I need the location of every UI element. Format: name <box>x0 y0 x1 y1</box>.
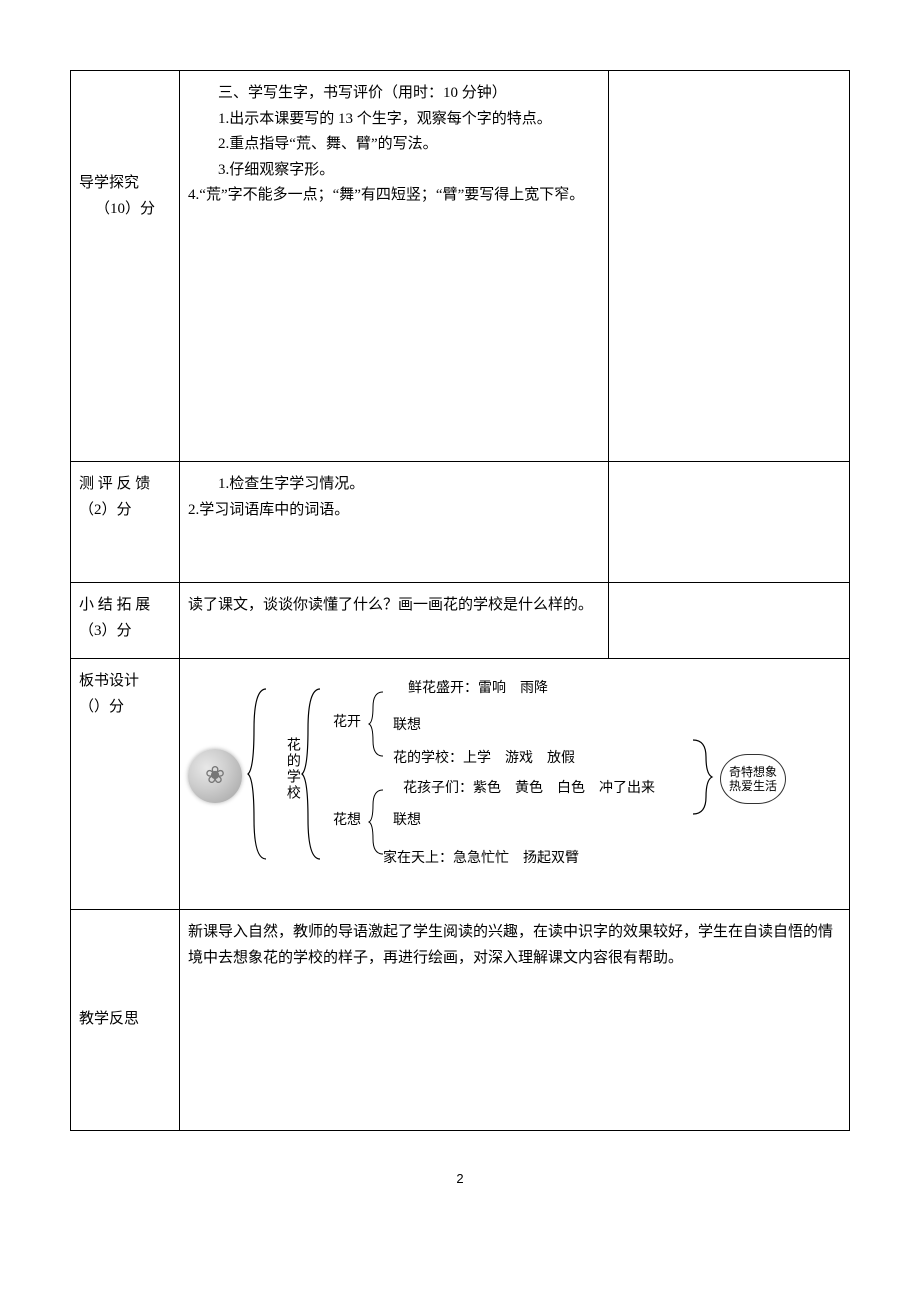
page-number: 2 <box>70 1171 850 1186</box>
diag-line2: 花的学校：上学 游戏 放假 <box>393 747 575 771</box>
cell-xiaojie-label: 小 结 拓 展 （3）分 <box>71 583 180 659</box>
ceping-p1: 1.检查生字学习情况。 <box>188 472 599 498</box>
cell-daoxue-content: 三、学写生字，书写评价（用时：10 分钟） 1.出示本课要写的 13 个生字，观… <box>180 71 608 462</box>
brace-small-1 <box>368 689 388 759</box>
time-daoxue: （10）分 <box>79 197 171 223</box>
diag-branch2-sub: 联想 <box>393 809 421 833</box>
cell-banshu-content: ❀ 花的学校 鲜花盛开：雷响 雨降 花开 联想 <box>180 659 850 910</box>
lesson-plan-table: 导学探究 （10）分 三、学写生字，书写评价（用时：10 分钟） 1.出示本课要… <box>70 70 850 1131</box>
cell-xiaojie-content: 读了课文，谈谈你读懂了什么？画一画花的学校是什么样的。 <box>180 583 608 659</box>
daoxue-p4: 4.“荒”字不能多一点；“舞”有四短竖；“臂”要写得上宽下窄。 <box>188 183 599 209</box>
xiaojie-content: 读了课文，谈谈你读懂了什么？画一画花的学校是什么样的。 <box>188 593 599 619</box>
fansi-content: 新课导入自然，教师的导语激起了学生阅读的兴趣，在读中识字的效果较好，学生在自读自… <box>188 920 841 971</box>
brace-main <box>246 684 276 864</box>
flower-glyph: ❀ <box>205 756 225 797</box>
diag-bottom: 家在天上：急急忙忙 扬起双臂 <box>383 847 579 871</box>
daoxue-p2: 2.重点指导“荒、舞、臂”的写法。 <box>188 132 599 158</box>
time-banshu: （）分 <box>79 695 171 721</box>
diagram-bubble: 奇特想象 热爱生活 <box>720 754 786 804</box>
brace-2 <box>300 684 328 864</box>
daoxue-p1: 1.出示本课要写的 13 个生字，观察每个字的特点。 <box>188 107 599 133</box>
row-daoxue: 导学探究 （10）分 三、学写生字，书写评价（用时：10 分钟） 1.出示本课要… <box>71 71 850 462</box>
banshu-diagram: ❀ 花的学校 鲜花盛开：雷响 雨降 花开 联想 <box>188 669 841 879</box>
label-banshu: 板书设计 <box>79 669 171 695</box>
cell-ceping-right <box>608 462 850 583</box>
label-fansi: 教学反思 <box>79 1007 171 1033</box>
cell-xiaojie-right <box>608 583 850 659</box>
cell-fansi-label: 教学反思 <box>71 910 180 1131</box>
row-fansi: 教学反思 新课导入自然，教师的导语激起了学生阅读的兴趣，在读中识字的效果较好，学… <box>71 910 850 1131</box>
diag-branch2: 花想 <box>333 809 361 833</box>
cell-ceping-content: 1.检查生字学习情况。 2.学习词语库中的词语。 <box>180 462 608 583</box>
cell-daoxue-label: 导学探究 （10）分 <box>71 71 180 462</box>
label-daoxue: 导学探究 <box>79 171 171 197</box>
cell-fansi-content: 新课导入自然，教师的导语激起了学生阅读的兴趣，在读中识字的效果较好，学生在自读自… <box>180 910 850 1131</box>
cell-daoxue-right <box>608 71 850 462</box>
bubble-l1: 奇特想象 <box>729 765 777 779</box>
time-ceping: （2）分 <box>79 498 171 524</box>
diag-line3: 花孩子们：紫色 黄色 白色 冲了出来 <box>403 777 655 801</box>
brace-right <box>688 737 716 817</box>
diag-branch1: 花开 <box>333 711 361 735</box>
bubble-l2: 热爱生活 <box>729 779 777 793</box>
cell-ceping-label: 测 评 反 馈 （2）分 <box>71 462 180 583</box>
label-ceping: 测 评 反 馈 <box>79 472 171 498</box>
row-ceping: 测 评 反 馈 （2）分 1.检查生字学习情况。 2.学习词语库中的词语。 <box>71 462 850 583</box>
ceping-p2: 2.学习词语库中的词语。 <box>188 498 599 524</box>
row-xiaojie: 小 结 拓 展 （3）分 读了课文，谈谈你读懂了什么？画一画花的学校是什么样的。 <box>71 583 850 659</box>
time-xiaojie: （3）分 <box>79 619 171 645</box>
cell-banshu-label: 板书设计 （）分 <box>71 659 180 910</box>
row-banshu: 板书设计 （）分 ❀ 花的学校 鲜花盛开：雷响 雨降 <box>71 659 850 910</box>
diag-top: 鲜花盛开：雷响 雨降 <box>408 677 548 701</box>
diag-branch1-sub: 联想 <box>393 714 421 738</box>
flower-icon: ❀ <box>188 749 242 803</box>
label-xiaojie: 小 结 拓 展 <box>79 593 171 619</box>
daoxue-title: 三、学写生字，书写评价（用时：10 分钟） <box>188 81 599 107</box>
daoxue-p3: 3.仔细观察字形。 <box>188 158 599 184</box>
